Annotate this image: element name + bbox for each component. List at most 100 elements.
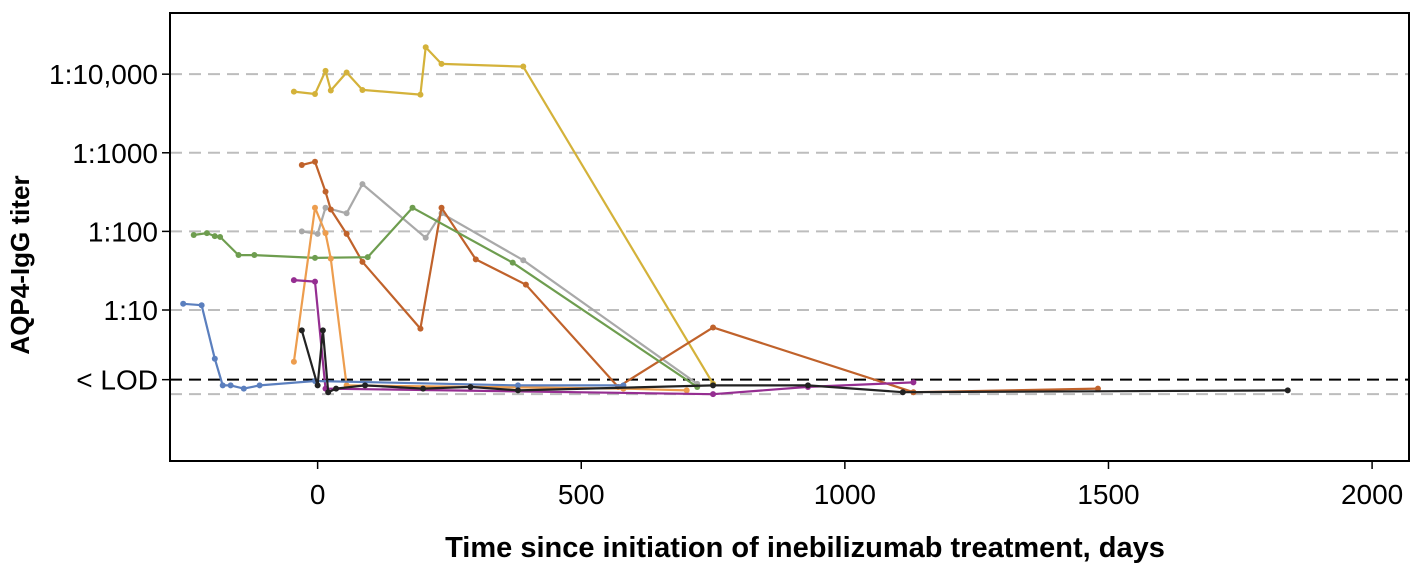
data-point — [438, 60, 445, 67]
series-8 — [298, 327, 1291, 396]
data-point — [343, 210, 350, 217]
data-point — [1284, 387, 1291, 394]
data-point — [710, 324, 717, 331]
data-point — [710, 382, 717, 389]
x-axis-title: Time since initiation of inebilizumab tr… — [445, 532, 1165, 563]
data-point — [422, 44, 429, 51]
data-point — [298, 327, 305, 334]
data-point — [311, 158, 318, 165]
data-point — [804, 382, 811, 389]
series-line — [292, 206, 687, 392]
data-point — [217, 233, 224, 240]
y-tick-label: 1:10,000 — [49, 59, 158, 90]
x-tick-label: 0 — [310, 479, 326, 510]
data-point — [522, 281, 529, 288]
data-point — [509, 259, 516, 266]
series-layer — [180, 44, 1291, 398]
x-axis: 0 500 1000 1500 2000 — [310, 461, 1403, 510]
series-5 — [290, 204, 690, 394]
data-point — [327, 87, 334, 94]
data-point — [438, 204, 445, 211]
y-axis-title: AQP4-IgG titer — [5, 175, 35, 354]
data-point — [211, 355, 218, 362]
data-point — [240, 385, 247, 392]
data-point — [343, 230, 350, 237]
series-4 — [190, 204, 701, 390]
data-point — [417, 325, 424, 332]
data-point — [298, 228, 305, 235]
y-tick-label: 1:1000 — [72, 138, 158, 169]
data-point — [322, 67, 329, 74]
data-point — [180, 300, 187, 307]
y-tick-label: 1:100 — [88, 216, 158, 247]
data-point — [322, 230, 329, 237]
series-1 — [290, 44, 717, 387]
data-point — [520, 63, 527, 70]
grid-lines — [170, 73, 1409, 396]
series-line — [301, 183, 698, 385]
data-point — [467, 383, 474, 390]
data-point — [417, 91, 424, 98]
data-point — [211, 233, 218, 240]
data-point — [190, 231, 197, 238]
x-tick-label: 2000 — [1341, 479, 1403, 510]
data-point — [514, 382, 521, 389]
data-point — [683, 387, 690, 394]
data-point — [710, 391, 717, 398]
y-tick-label: 1:10 — [104, 295, 159, 326]
data-point — [472, 256, 479, 263]
data-point — [227, 382, 234, 389]
data-point — [514, 387, 521, 394]
data-point — [198, 302, 205, 309]
data-point — [298, 161, 305, 168]
data-point — [314, 382, 321, 389]
x-tick-label: 1500 — [1077, 479, 1139, 510]
series-3 — [298, 158, 1101, 396]
data-point — [311, 90, 318, 97]
data-point — [364, 254, 371, 261]
series-line — [301, 160, 1098, 394]
data-point — [1094, 385, 1101, 392]
data-point — [256, 382, 263, 389]
lod-label: < LOD — [76, 365, 158, 396]
data-point — [290, 277, 297, 284]
series-line — [183, 302, 624, 390]
x-tick-label: 500 — [558, 479, 605, 510]
series-line — [193, 206, 698, 388]
data-point — [219, 382, 226, 389]
data-point — [409, 204, 416, 211]
data-point — [343, 69, 350, 76]
data-point — [290, 358, 297, 365]
data-point — [290, 88, 297, 95]
data-point — [520, 257, 527, 264]
data-point — [322, 188, 329, 195]
plot-frame — [169, 12, 1410, 462]
series-line — [293, 279, 914, 396]
x-tick-label: 1000 — [814, 479, 876, 510]
data-point — [322, 204, 329, 211]
series-7 — [180, 300, 627, 392]
data-point — [359, 86, 366, 93]
series-line — [293, 46, 715, 385]
data-point — [203, 230, 210, 237]
data-point — [362, 382, 369, 389]
data-point — [420, 385, 427, 392]
data-point — [311, 278, 318, 285]
data-point — [327, 206, 334, 213]
data-point — [422, 234, 429, 241]
y-axis: 1:10,000 1:1000 1:100 1:10 < LOD — [49, 59, 170, 396]
data-point — [311, 254, 318, 261]
data-point — [325, 389, 332, 396]
data-point — [251, 252, 258, 259]
series-2 — [298, 181, 701, 387]
data-point — [319, 327, 326, 334]
data-point — [311, 204, 318, 211]
data-point — [333, 385, 340, 392]
data-point — [327, 255, 334, 262]
data-point — [235, 252, 242, 259]
data-point — [359, 181, 366, 188]
data-point — [314, 230, 321, 237]
data-point — [899, 389, 906, 396]
data-point — [910, 379, 917, 386]
